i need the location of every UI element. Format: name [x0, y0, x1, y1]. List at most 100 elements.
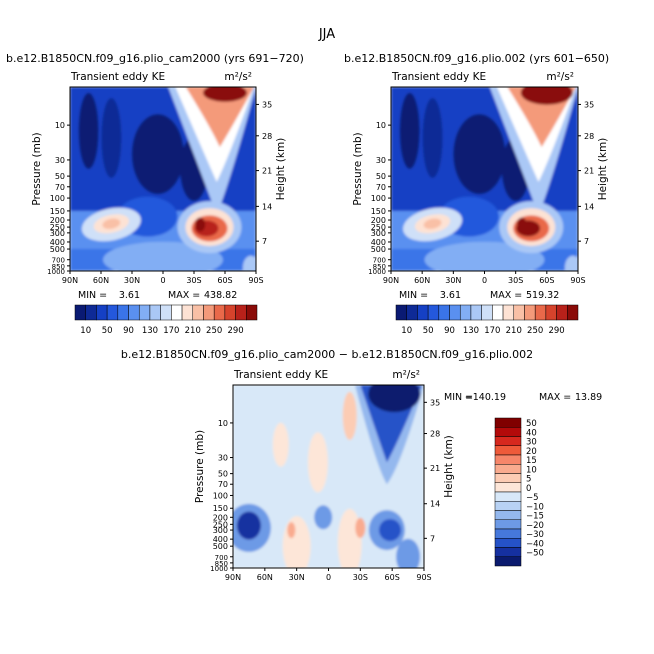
colorbar-label: 40 [526, 428, 537, 438]
contour-low-north [422, 97, 443, 178]
x-tick-label: 30N [445, 276, 461, 285]
colorbar-swatch [494, 491, 522, 502]
panel-variable-label: Transient eddy KE [70, 71, 165, 83]
colorbar-label: 250 [206, 326, 222, 336]
x-tick-label: 90S [248, 276, 263, 285]
min-value: −140.19 [465, 392, 506, 403]
colorbar-label: −40 [526, 539, 544, 549]
colorbar-swatch [492, 304, 504, 321]
height-tick-label: 7 [430, 534, 435, 543]
contour-pos-n-core [287, 522, 296, 539]
panel-difference: b.e12.B1850CN.f09_g16.plio_cam2000 − b.e… [121, 348, 602, 582]
colorbar-label: 290 [548, 326, 564, 336]
colorbar-swatch [203, 304, 215, 321]
min-label: MIN = [444, 392, 473, 403]
y-tick-label: 100 [371, 194, 386, 203]
colorbar-swatch [427, 304, 440, 321]
min-label: MIN = [78, 290, 107, 301]
height-tick-label: 28 [584, 132, 594, 141]
colorbar-swatch [494, 519, 522, 530]
colorbar-swatch [494, 473, 522, 483]
colorbar-label: −15 [526, 512, 544, 522]
max-label: MAX = [168, 290, 200, 301]
y-tick-label: 500 [213, 542, 228, 551]
x-tick-label: 0 [160, 276, 165, 285]
y-tick-label: 70 [55, 183, 65, 192]
y-tick-label: 100 [50, 194, 65, 203]
colorbar-swatch [438, 304, 450, 321]
contour-pos-s-trop [337, 508, 362, 568]
contour-field [233, 385, 424, 568]
colorbar-swatch [406, 304, 418, 321]
colorbar-swatch [494, 427, 522, 437]
y-tick-label: 850 [215, 560, 228, 568]
contour-n-trop-core [423, 218, 442, 229]
contour-southern-jet-inner [185, 87, 254, 148]
contour-pos-s-core [355, 517, 366, 538]
colorbar-label: −10 [526, 502, 544, 512]
max-value: 13.89 [575, 392, 602, 403]
colorbar-swatch [494, 482, 522, 493]
contour-low-tropics [453, 114, 506, 195]
y-tick-label: 700 [215, 554, 228, 562]
x-tick-label: 30N [289, 573, 305, 582]
y-tick-label: 10 [376, 121, 386, 130]
contour-field [391, 87, 578, 271]
height-tick-label: 7 [584, 237, 589, 246]
height-tick-label: 21 [584, 167, 594, 176]
colorbar-swatch [417, 304, 429, 321]
colorbar-swatch [502, 304, 515, 321]
colorbar-swatch [459, 304, 472, 321]
colorbar-swatch [85, 304, 97, 321]
y-tick-label: 300 [371, 229, 386, 238]
colorbar-label: 290 [227, 326, 243, 336]
colorbar-horizontal-2: 10 50 90 130 170 210 250 290 [395, 304, 579, 336]
x-tick-label: 90S [416, 573, 431, 582]
contour-pos-n-strat [272, 422, 289, 467]
y-axis-label: Pressure (mb) [194, 430, 206, 503]
y-tick-label: 100 [213, 491, 228, 500]
contour-pos-tropics-strat [307, 432, 328, 493]
y-tick-label: 200 [50, 216, 65, 225]
colorbar-swatch [494, 556, 522, 567]
x-tick-label: 30S [186, 276, 201, 285]
panel-title: b.e12.B1850CN.f09_g16.plio_cam2000 − b.e… [121, 348, 533, 361]
colorbar-label: 170 [163, 326, 179, 336]
y-axis-right-label: Height (km) [597, 138, 609, 201]
contour-southern-jet-core [520, 87, 573, 105]
y-tick-label: 10 [55, 121, 65, 130]
height-tick-label: 21 [430, 464, 440, 473]
height-tick-label: 14 [430, 500, 440, 509]
colorbar-swatch [494, 538, 522, 548]
panel-plio002: b.e12.B1850CN.f09_g16.plio.002 (yrs 601−… [344, 52, 609, 301]
height-tick-label: 28 [430, 430, 440, 439]
y-tick-label: 400 [371, 238, 386, 247]
contour-s-trop-peak [516, 217, 527, 232]
colorbar-swatch [494, 445, 522, 456]
y-tick-label: 200 [213, 513, 228, 522]
x-tick-label: 0 [326, 573, 331, 582]
y-tick-label: 1000 [47, 268, 65, 276]
colorbar-swatch [246, 304, 258, 321]
y-axis-right-label: Height (km) [443, 435, 455, 498]
colorbar-swatch [128, 304, 140, 321]
y-tick-label: 700 [52, 257, 65, 265]
y-tick-label: 300 [50, 229, 65, 238]
y-tick-label: 150 [213, 504, 228, 513]
y-tick-label: 500 [371, 245, 386, 254]
height-tick-label: 35 [262, 100, 272, 109]
colorbar-label: 130 [142, 326, 158, 336]
y-axis-label: Pressure (mb) [352, 132, 364, 205]
colorbar-label: 10 [401, 326, 412, 336]
contour-southern-jet-core [203, 87, 247, 102]
colorbar-label: −5 [526, 493, 539, 503]
y-tick-label: 250 [213, 520, 228, 529]
y-axis-label: Pressure (mb) [31, 132, 43, 205]
x-tick-label: 0 [482, 276, 487, 285]
contour-low-north-pole [78, 92, 99, 169]
x-tick-label: 30N [124, 276, 140, 285]
colorbar-label: 170 [484, 326, 500, 336]
y-tick-label: 400 [50, 238, 65, 247]
max-value: 438.82 [204, 290, 237, 301]
y-tick-label: 50 [218, 470, 228, 479]
